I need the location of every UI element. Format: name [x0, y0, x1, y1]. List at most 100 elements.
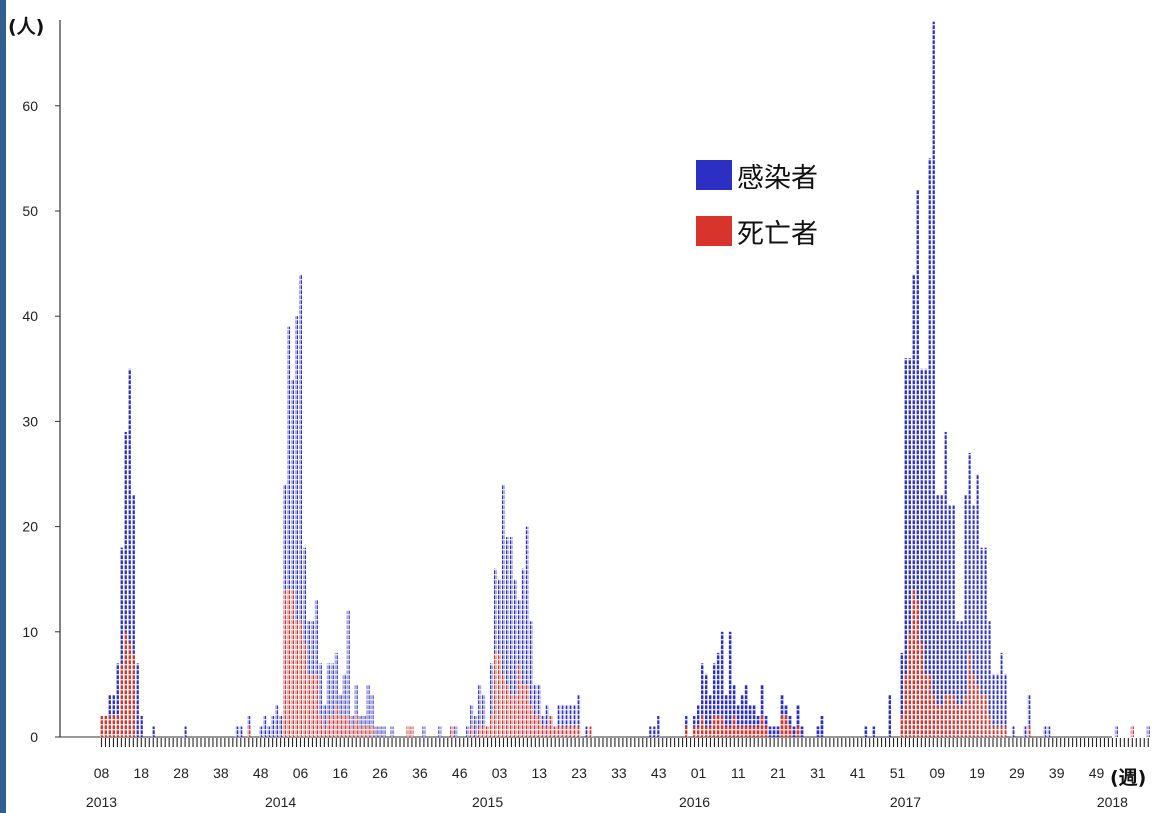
- bar-infected: [800, 726, 804, 737]
- bar-dead: [486, 726, 490, 737]
- x-tick-label: 41: [850, 765, 866, 781]
- bar-dead: [470, 726, 474, 737]
- bar-dead: [907, 631, 911, 737]
- x-tick-label: 48: [253, 765, 269, 781]
- bar-infected: [907, 358, 911, 737]
- bar-infected: [438, 726, 442, 737]
- bar-infected: [422, 726, 426, 737]
- x-tick-label: 29: [1009, 765, 1025, 781]
- bar-infected: [1027, 694, 1031, 737]
- bar-dead: [525, 684, 529, 737]
- x-tick-label: 01: [691, 765, 707, 781]
- bar-infected: [474, 715, 478, 737]
- bar-dead: [724, 726, 728, 737]
- year-label: 2017: [890, 794, 921, 810]
- bar-infected: [712, 663, 716, 737]
- bar-infected: [127, 368, 131, 737]
- bar-infected: [943, 431, 947, 737]
- bar-dead: [1027, 726, 1031, 737]
- x-tick-label: 36: [412, 765, 428, 781]
- bar-infected: [314, 600, 318, 737]
- bar-dead: [740, 726, 744, 737]
- bar-dead: [991, 726, 995, 737]
- bar-infected: [577, 694, 581, 737]
- bar-infected: [1047, 726, 1051, 737]
- bar-dead: [1003, 726, 1007, 737]
- bar-infected: [720, 631, 724, 737]
- bar-dead: [573, 726, 577, 737]
- bar-dead: [732, 715, 736, 737]
- bar-infected: [107, 694, 111, 737]
- y-axis-ticks: 0 10 20 30 40 50 60: [22, 98, 60, 745]
- x-unit-label: (週): [1110, 767, 1146, 789]
- bar-dead: [334, 705, 338, 737]
- y-tick-label: 10: [22, 624, 38, 640]
- bar-infected: [700, 663, 704, 737]
- bar-infected: [983, 547, 987, 737]
- bar-infected: [947, 505, 951, 737]
- bar-dead: [131, 652, 135, 737]
- x-tick-label: 51: [890, 765, 906, 781]
- bar-infected: [299, 274, 302, 737]
- year-label: 2018: [1097, 794, 1128, 810]
- bar-infected: [374, 726, 378, 737]
- bar-infected: [888, 694, 892, 737]
- bar-dead: [704, 726, 708, 737]
- bar-dead: [915, 600, 919, 737]
- bar-infected: [521, 568, 525, 737]
- y-tick-label: 50: [22, 203, 38, 219]
- bar-dead: [310, 673, 314, 737]
- bar-dead: [287, 589, 291, 737]
- bar-dead: [306, 673, 310, 737]
- bar-dead: [318, 715, 322, 737]
- bar-infected: [999, 652, 1003, 737]
- bar-infected: [1146, 726, 1150, 737]
- bar-dead: [589, 726, 593, 737]
- bar-dead: [983, 694, 987, 737]
- bar-infected: [987, 621, 991, 737]
- y-tick-label: 60: [22, 98, 38, 114]
- bar-infected: [342, 673, 346, 737]
- bar-infected: [346, 610, 350, 737]
- x-tick-label: 31: [810, 765, 826, 781]
- y-unit-label: (人): [8, 16, 44, 38]
- bar-infected: [279, 715, 283, 737]
- bar-infected: [657, 715, 661, 737]
- bar-infected: [119, 547, 123, 737]
- bar-infected: [529, 621, 533, 737]
- bar-infected: [728, 631, 732, 737]
- bar-dead: [716, 715, 720, 737]
- bar-dead: [505, 684, 509, 737]
- bar-infected: [704, 673, 708, 737]
- bar-infected: [872, 726, 876, 737]
- bar-dead: [350, 726, 354, 737]
- bar-infected: [505, 537, 509, 737]
- bar-dead: [963, 694, 967, 737]
- year-label: 2013: [86, 794, 117, 810]
- bar-dead: [752, 726, 756, 737]
- year-label: 2015: [472, 794, 503, 810]
- bar-infected: [123, 431, 127, 737]
- bar-infected: [490, 663, 494, 737]
- bar-dead: [119, 663, 123, 737]
- bar-dead: [971, 673, 975, 737]
- bar-dead: [513, 694, 517, 737]
- bar-infected: [899, 652, 903, 737]
- bar-dead: [1130, 726, 1134, 737]
- bar-infected: [768, 726, 772, 737]
- bar-infected: [967, 452, 971, 737]
- bar-infected: [935, 495, 939, 737]
- bar-dead: [935, 705, 939, 737]
- x-tick-label: 28: [173, 765, 189, 781]
- bar-dead: [796, 726, 800, 737]
- bar-infected: [903, 358, 907, 737]
- y-tick-label: 40: [22, 308, 38, 324]
- bar-infected: [569, 705, 573, 737]
- bar-infected: [131, 495, 135, 737]
- bar-infected: [971, 505, 975, 737]
- legend-label-dead: 死亡者: [737, 219, 818, 250]
- x-tick-label: 23: [571, 765, 587, 781]
- bar-infected: [271, 715, 275, 737]
- bar-dead: [354, 715, 358, 737]
- bar-infected: [816, 726, 820, 737]
